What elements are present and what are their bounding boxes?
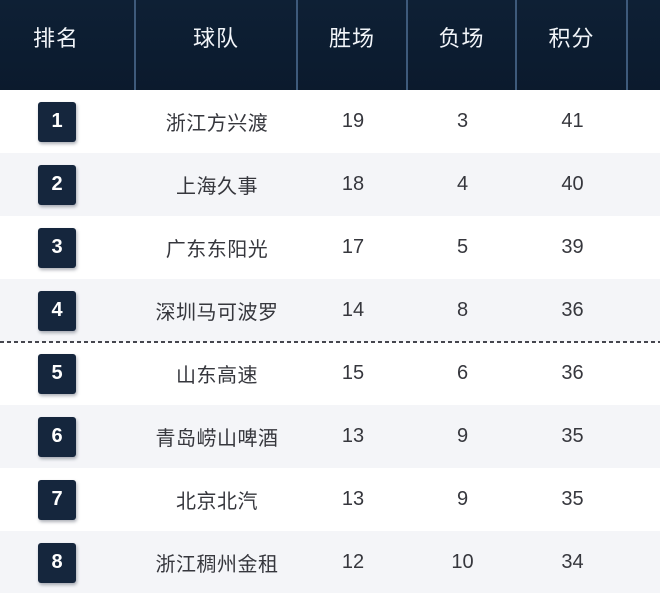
- playoff-cutoff-divider: [0, 341, 660, 343]
- wins-value: 13: [341, 425, 365, 447]
- rank-badge: 6: [38, 416, 76, 457]
- team-name: 浙江方兴渡: [165, 113, 269, 135]
- column-header-losses: 负场: [408, 0, 517, 90]
- rank-cell: 8: [0, 542, 136, 583]
- points-value: 41: [561, 110, 584, 132]
- table-row: 3 广东东阳光 17 5 39: [0, 216, 660, 279]
- table-row: 4 深圳马可波罗 14 8 36: [0, 279, 660, 342]
- rank-cell: 5: [0, 353, 136, 394]
- rank-cell: 2: [0, 164, 136, 205]
- losses-value: 4: [456, 173, 469, 195]
- rank-badge: 2: [38, 164, 76, 205]
- points-value: 36: [561, 362, 584, 384]
- points-value: 35: [561, 425, 584, 447]
- points-value: 36: [561, 299, 584, 321]
- team-name: 北京北汽: [176, 491, 258, 513]
- points-value: 34: [561, 551, 584, 573]
- table-row: 2 上海久事 18 4 40: [0, 153, 660, 216]
- wins-value: 19: [341, 110, 365, 132]
- wins-value: 13: [341, 488, 365, 510]
- column-header-rank: 排名: [0, 0, 136, 90]
- points-value: 40: [561, 173, 584, 195]
- table-row: 8 浙江稠州金租 12 10 34: [0, 531, 660, 593]
- rank-cell: 6: [0, 416, 136, 457]
- losses-value: 10: [451, 551, 474, 573]
- team-name: 广东东阳光: [165, 239, 269, 261]
- table-row: 5 山东高速 15 6 36: [0, 342, 660, 405]
- losses-value: 5: [456, 236, 469, 258]
- points-value: 39: [561, 236, 584, 258]
- wins-value: 15: [341, 362, 365, 384]
- losses-value: 9: [456, 488, 469, 510]
- rank-badge: 3: [38, 227, 76, 268]
- wins-value: 17: [341, 236, 365, 258]
- rank-badge: 5: [38, 353, 76, 394]
- rank-cell: 7: [0, 479, 136, 520]
- losses-value: 3: [456, 110, 469, 132]
- team-name: 浙江稠州金租: [155, 554, 279, 576]
- points-value: 35: [561, 488, 584, 510]
- rank-badge: 1: [38, 101, 76, 142]
- table-row: 1 浙江方兴渡 19 3 41: [0, 90, 660, 153]
- wins-value: 12: [341, 551, 365, 573]
- table-row: 7 北京北汽 13 9 35: [0, 468, 660, 531]
- wins-value: 14: [341, 299, 365, 321]
- losses-value: 6: [456, 362, 469, 384]
- rank-badge: 8: [38, 542, 76, 583]
- table-header: 排名 球队 胜场 负场 积分: [0, 0, 660, 90]
- losses-value: 9: [456, 425, 469, 447]
- team-name: 青岛崂山啤酒: [155, 428, 279, 450]
- rank-cell: 1: [0, 101, 136, 142]
- team-name: 深圳马可波罗: [155, 302, 279, 324]
- losses-value: 8: [456, 299, 469, 321]
- wins-value: 18: [341, 173, 365, 195]
- column-header-wins: 胜场: [298, 0, 408, 90]
- team-name: 山东高速: [176, 365, 258, 387]
- rank-badge: 4: [38, 290, 76, 331]
- column-header-points: 积分: [517, 0, 628, 90]
- column-header-spacer: [628, 0, 660, 90]
- rank-cell: 4: [0, 290, 136, 331]
- column-header-team: 球队: [136, 0, 298, 90]
- team-name: 上海久事: [176, 176, 258, 198]
- table-row: 6 青岛崂山啤酒 13 9 35: [0, 405, 660, 468]
- rank-cell: 3: [0, 227, 136, 268]
- rank-badge: 7: [38, 479, 76, 520]
